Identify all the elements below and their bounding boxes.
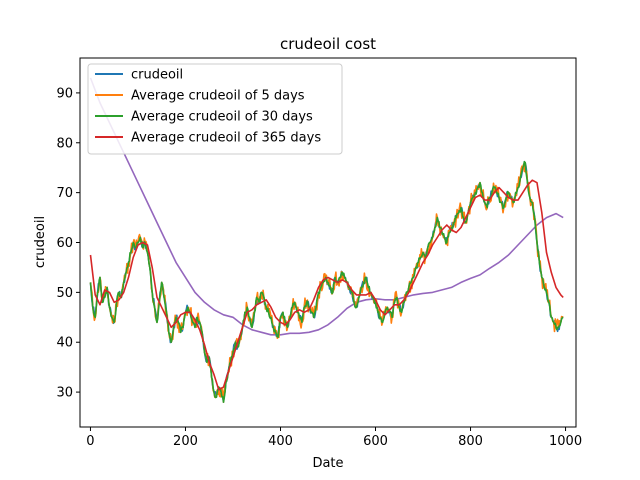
x-tick-label: 200 [173, 434, 198, 449]
series-layer [89, 77, 564, 403]
y-tick-label: 60 [56, 236, 73, 251]
y-tick-label: 70 [56, 186, 73, 201]
legend-label: Average crudeoil of 365 days [131, 131, 321, 146]
series-line-3 [89, 179, 564, 391]
x-tick-label: 600 [363, 434, 388, 449]
y-tick-label: 50 [56, 286, 73, 301]
y-tick-label: 90 [56, 86, 73, 101]
series-line-4 [89, 77, 564, 336]
y-tick-label: 30 [56, 386, 73, 401]
plot-area [79, 57, 577, 428]
legend: crudeoil Average crudeoil of 5 days Averag… [87, 63, 343, 155]
legend-label: crudeoil [131, 68, 183, 83]
y-tick-label: 40 [56, 336, 73, 351]
chart-title: crudeoil cost [280, 35, 376, 53]
x-axis-ticks: 0 200 400 600 800 1000 [86, 427, 582, 449]
legend-label: Average crudeoil of 5 days [131, 89, 305, 104]
legend-label: Average crudeoil of 30 days [131, 110, 313, 125]
x-axis-label: Date [312, 456, 343, 471]
x-tick-label: 1000 [549, 434, 582, 449]
y-tick-label: 80 [56, 136, 73, 151]
y-axis-ticks: 30 40 50 60 70 80 90 [56, 86, 80, 401]
legend-box [87, 63, 343, 155]
y-axis-label: crudeoil [33, 216, 48, 268]
x-tick-label: 800 [458, 434, 483, 449]
x-tick-label: 0 [86, 434, 94, 449]
x-tick-label: 400 [268, 434, 293, 449]
series-line-2 [89, 160, 564, 403]
